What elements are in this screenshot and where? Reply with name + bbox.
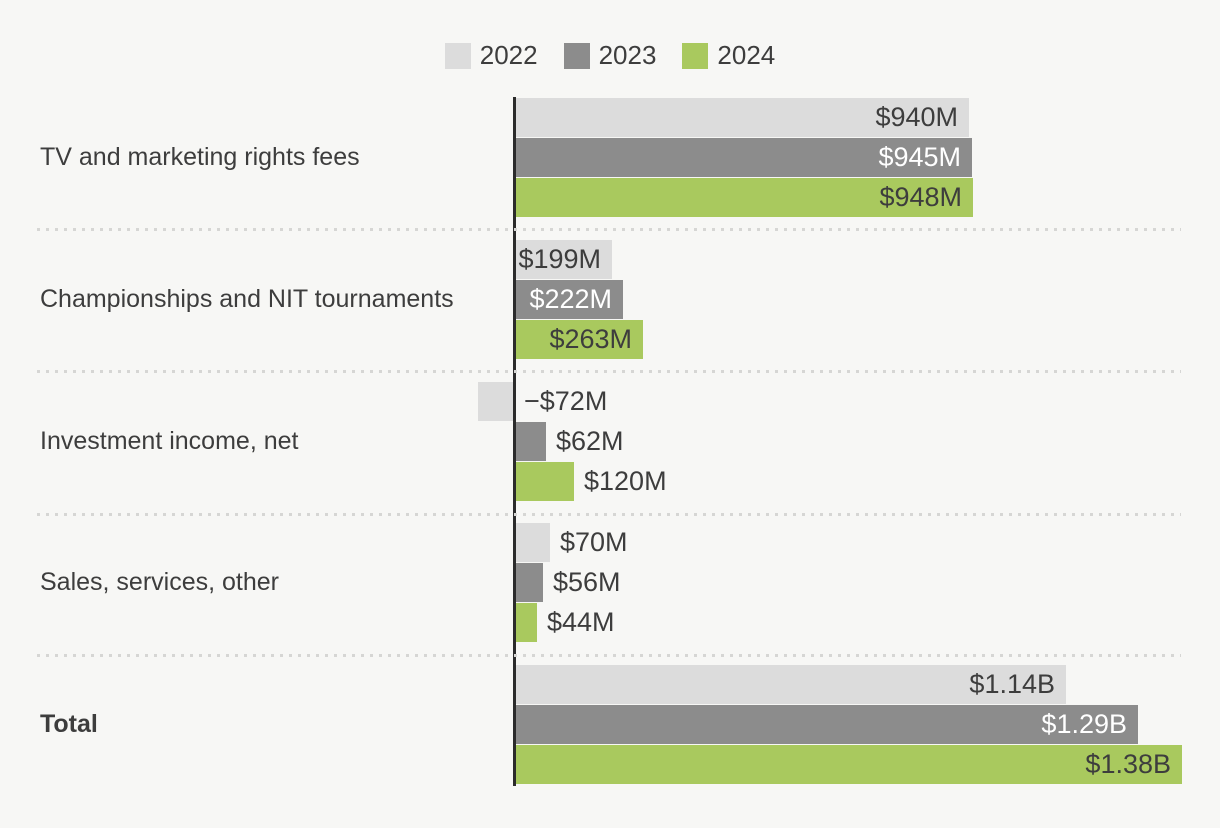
row-separator-2 [37, 370, 1181, 373]
zero-axis-line [513, 97, 516, 786]
bar-2023-1 [516, 280, 623, 319]
bar-2023-4 [516, 705, 1138, 744]
bar-value-label: $945M [878, 142, 961, 172]
legend-item-2024: 2024 [682, 40, 775, 71]
bar-value-label: $263M [549, 324, 632, 354]
legend: 2022 2023 2024 [0, 40, 1220, 71]
row-separator-3 [37, 513, 1181, 516]
bar-value-label: $120M [584, 466, 667, 496]
bar-2024-4 [516, 745, 1182, 784]
legend-item-2023: 2023 [563, 40, 657, 71]
bar-2022-3 [516, 523, 550, 562]
bar-2022-2 [478, 382, 513, 421]
bar-value-label: −$72M [524, 386, 608, 416]
bar-2023-3 [516, 563, 543, 602]
bar-value-label: $948M [879, 182, 962, 212]
bar-value-label: $44M [547, 607, 615, 637]
legend-label: 2024 [717, 40, 776, 70]
bar-value-label: $62M [556, 426, 624, 456]
legend-label: 2022 [479, 40, 538, 70]
legend-swatch-2024 [682, 42, 709, 69]
category-label: Total [40, 710, 98, 738]
bar-value-label: $70M [560, 527, 628, 557]
bar-value-label: $56M [553, 567, 621, 597]
category-label: Championships and NIT tournaments [40, 285, 454, 313]
legend-label: 2023 [598, 40, 657, 70]
category-label: Sales, services, other [40, 568, 279, 596]
bar-value-label: $222M [529, 284, 612, 314]
bar-2022-1 [516, 240, 612, 279]
bar-value-label: $1.14B [969, 669, 1055, 699]
legend-swatch-2022 [444, 42, 471, 69]
row-separator-1 [37, 228, 1181, 231]
bar-2023-2 [516, 422, 546, 461]
bar-value-label: $1.29B [1041, 709, 1127, 739]
bar-2024-0 [516, 178, 973, 217]
legend-swatch-2023 [563, 42, 590, 69]
legend-item-2022: 2022 [444, 40, 538, 71]
bar-2024-1 [516, 320, 643, 359]
bar-2024-2 [516, 462, 574, 501]
bar-2024-3 [516, 603, 537, 642]
row-separator-4 [37, 654, 1181, 657]
bar-2023-0 [516, 138, 972, 177]
bar-value-label: $199M [518, 244, 601, 274]
bar-value-label: $940M [875, 102, 958, 132]
category-label: Investment income, net [40, 427, 299, 455]
bar-2022-4 [516, 665, 1066, 704]
category-label: TV and marketing rights fees [40, 143, 360, 171]
bar-2022-0 [516, 98, 969, 137]
bar-value-label: $1.38B [1085, 749, 1171, 779]
